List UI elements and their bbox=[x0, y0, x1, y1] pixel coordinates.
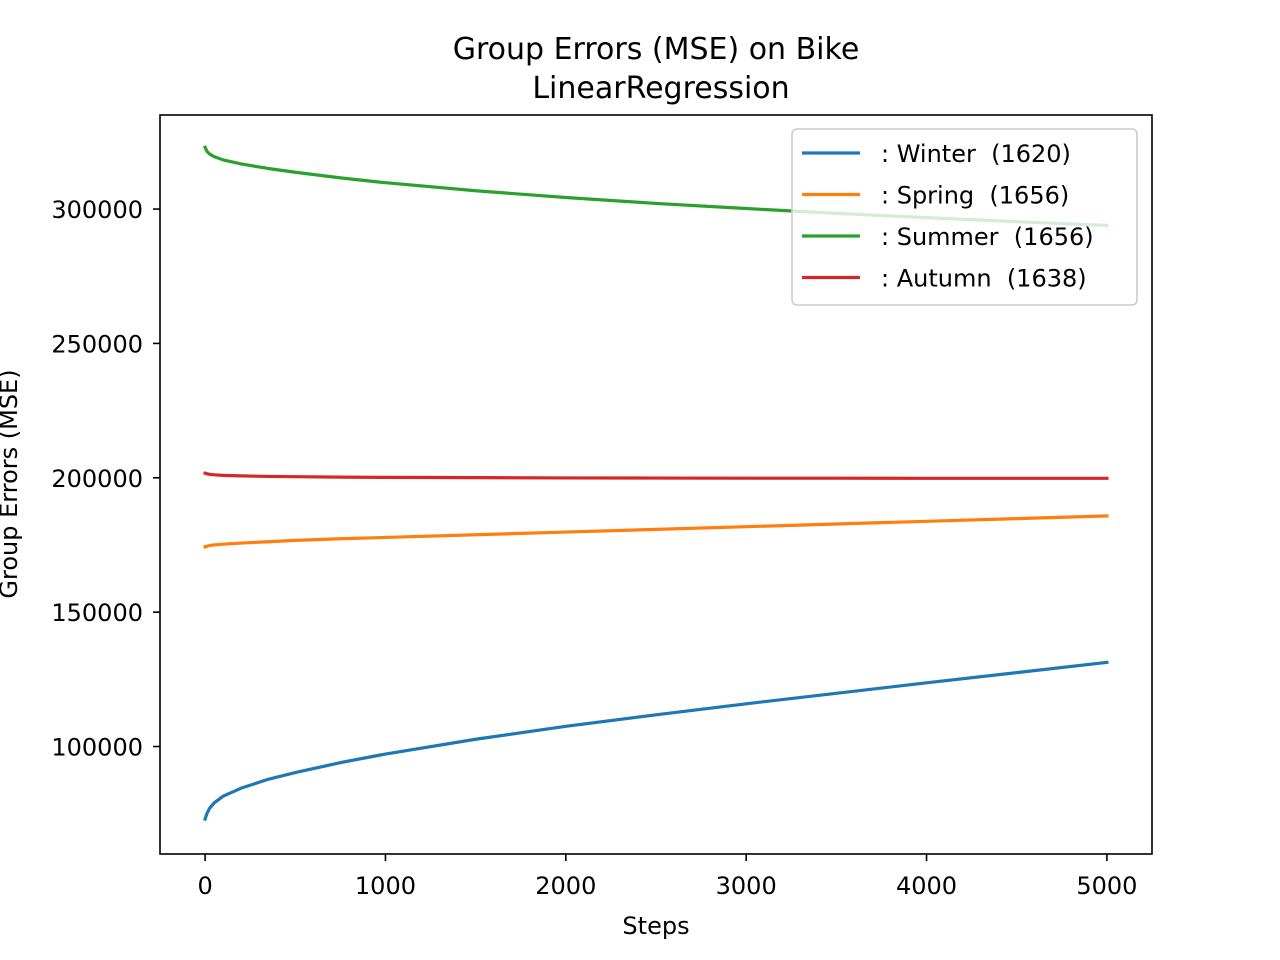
chart-subtitle: LinearRegression bbox=[532, 71, 789, 106]
legend-label: : Summer (1656) bbox=[881, 223, 1094, 251]
x-tick-label: 5000 bbox=[1076, 872, 1137, 900]
y-tick-label: 300000 bbox=[51, 196, 143, 224]
chart-title: Group Errors (MSE) on Bike bbox=[453, 32, 860, 67]
y-axis-label: Group Errors (MSE) bbox=[0, 369, 23, 598]
y-tick-label: 200000 bbox=[51, 465, 143, 493]
x-tick-label: 3000 bbox=[716, 872, 777, 900]
x-tick-label: 1000 bbox=[355, 872, 416, 900]
series-line-3 bbox=[203, 471, 1109, 480]
legend-label: : Winter (1620) bbox=[881, 140, 1071, 168]
series-line-0 bbox=[203, 660, 1109, 822]
legend-label: : Autumn (1638) bbox=[881, 265, 1087, 293]
y-tick-label: 100000 bbox=[51, 734, 143, 762]
legend-frame bbox=[791, 128, 1138, 306]
x-tick-label: 4000 bbox=[896, 872, 957, 900]
legend: : Winter (1620) : Spring (1656) : Summer (… bbox=[791, 128, 1138, 306]
x-axis-label: Steps bbox=[622, 912, 689, 940]
legend-label: : Spring (1656) bbox=[881, 182, 1069, 210]
y-tick-label: 250000 bbox=[51, 330, 143, 358]
y-tick-label: 150000 bbox=[51, 599, 143, 627]
ticks-layer: 0 1000 2000 3000 4000 5000 100000 150000 200000 2… bbox=[51, 196, 1137, 900]
plot-frame bbox=[159, 114, 1153, 855]
series-line-1 bbox=[203, 514, 1109, 549]
x-tick-label: 2000 bbox=[535, 872, 596, 900]
x-tick-label: 0 bbox=[197, 872, 212, 900]
